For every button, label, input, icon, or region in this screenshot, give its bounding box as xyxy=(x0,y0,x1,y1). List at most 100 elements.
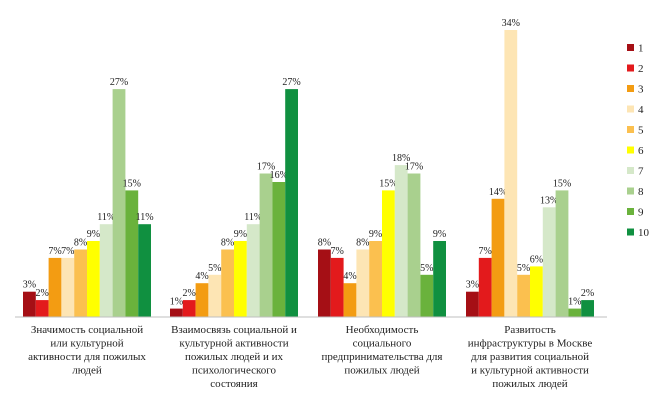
bar-6-group-1 xyxy=(87,241,100,317)
data-label: 8% xyxy=(318,238,331,249)
data-label: 7% xyxy=(48,246,61,257)
bar-4-group-3 xyxy=(356,249,370,317)
bar-10-group-1 xyxy=(138,224,151,317)
bar-10-group-4 xyxy=(581,300,594,317)
legend-label: 5 xyxy=(638,125,644,137)
data-label: 14% xyxy=(489,187,507,198)
bar-2-group-2 xyxy=(182,300,196,317)
legend-item-5: 5 xyxy=(627,125,644,137)
data-label: 9% xyxy=(234,229,247,240)
data-label: 8% xyxy=(221,238,234,249)
bar-7-group-4 xyxy=(542,207,556,317)
bar-1-group-2 xyxy=(170,308,183,317)
legend-label: 6 xyxy=(638,145,644,157)
bar-9-group-2 xyxy=(272,182,286,317)
data-label: 9% xyxy=(433,229,446,240)
legend-label: 7 xyxy=(638,166,644,178)
legend-label: 2 xyxy=(638,63,644,75)
legend-swatch xyxy=(627,64,634,72)
legend-item-6: 6 xyxy=(627,145,644,157)
legend-item-8: 8 xyxy=(627,186,644,198)
bar-4-group-4 xyxy=(504,30,518,317)
legend: 1 2 3 4 5 6 7 8 9 10 xyxy=(627,43,650,239)
data-label: 11% xyxy=(97,212,115,223)
legend-item-7: 7 xyxy=(627,166,644,178)
bar-5-group-4 xyxy=(517,274,530,317)
bar-6-group-3 xyxy=(382,190,395,317)
bar-2-group-1 xyxy=(35,300,49,317)
bar-5-group-2 xyxy=(221,249,234,317)
bar-9-group-1 xyxy=(125,190,139,317)
category-labels: Значимость социальной или культурной актив… xyxy=(28,324,592,390)
legend-label: 10 xyxy=(638,227,650,239)
data-label: 5% xyxy=(420,263,433,274)
bar-8-group-4 xyxy=(555,190,569,317)
data-label: 9% xyxy=(87,229,100,240)
legend-item-2: 2 xyxy=(627,63,644,75)
bar-7-group-3 xyxy=(394,165,408,317)
legend-label: 1 xyxy=(638,43,644,55)
data-label: 4% xyxy=(195,271,208,282)
bar-1-group-1 xyxy=(23,291,36,317)
data-label: 15% xyxy=(123,178,141,189)
legend-swatch xyxy=(627,44,634,51)
data-label: 9% xyxy=(369,229,382,240)
data-label: 5% xyxy=(208,263,221,274)
legend-swatch xyxy=(627,146,634,154)
bar-1-group-3 xyxy=(318,249,331,317)
plot-area: 3%2%7% 7%8%9%11%27%15%11%1%2%4%5%8%9%11%1… xyxy=(23,18,594,317)
data-label: 8% xyxy=(356,238,369,249)
data-label: 1% xyxy=(568,297,581,308)
data-label: 2% xyxy=(183,288,196,299)
legend-label: 3 xyxy=(638,84,644,96)
data-label: 15% xyxy=(379,178,397,189)
bar-5-group-3 xyxy=(369,241,382,317)
category-label-3: Необходимость социального предпринимательс… xyxy=(322,324,443,377)
bar-2-group-3 xyxy=(330,257,344,317)
bar-6-group-4 xyxy=(530,266,543,317)
bar-10-group-2 xyxy=(285,89,298,317)
legend-swatch xyxy=(627,187,634,195)
data-label: 13% xyxy=(540,195,558,206)
bar-7-group-1 xyxy=(99,224,113,317)
legend-swatch xyxy=(627,126,634,133)
data-label: 6% xyxy=(530,254,543,265)
data-label: 2% xyxy=(581,288,594,299)
bar-9-group-4 xyxy=(568,308,582,317)
legend-item-1: 1 xyxy=(627,43,644,55)
legend-swatch xyxy=(627,105,634,113)
bar-3-group-4 xyxy=(491,198,505,317)
data-label: 11% xyxy=(244,212,262,223)
data-label: 17% xyxy=(405,162,423,173)
data-label: 27% xyxy=(282,77,300,88)
bar-4-group-2 xyxy=(208,274,222,317)
legend-item-3: 3 xyxy=(627,84,644,96)
data-label: 7% xyxy=(331,246,344,257)
bar-3-group-2 xyxy=(195,283,209,317)
bar-1-group-4 xyxy=(466,291,479,317)
bar-5-group-1 xyxy=(74,249,87,317)
data-label: 7% xyxy=(61,246,74,257)
data-label: 17% xyxy=(257,162,275,173)
data-label: 5% xyxy=(517,263,530,274)
legend-item-4: 4 xyxy=(627,104,644,116)
category-label-2: Взаимосвязь социальной и культурной актив… xyxy=(171,324,297,390)
legend-label: 4 xyxy=(638,104,644,116)
bar-6-group-2 xyxy=(234,241,247,317)
data-label: 15% xyxy=(553,178,571,189)
bar-2-group-4 xyxy=(478,257,492,317)
legend-label: 9 xyxy=(638,207,644,219)
bar-10-group-3 xyxy=(433,241,446,317)
data-label: 16% xyxy=(270,170,288,181)
legend-item-10: 10 xyxy=(627,227,650,239)
bar-9-group-3 xyxy=(420,274,434,317)
data-label: 1% xyxy=(170,297,183,308)
data-label: 34% xyxy=(502,18,520,29)
legend-item-9: 9 xyxy=(627,207,644,219)
data-label: 2% xyxy=(36,288,49,299)
bar-8-group-2 xyxy=(259,173,273,317)
category-label-1: Значимость социальной или культурной актив… xyxy=(28,324,146,377)
legend-label: 8 xyxy=(638,186,644,198)
legend-swatch xyxy=(627,85,634,92)
